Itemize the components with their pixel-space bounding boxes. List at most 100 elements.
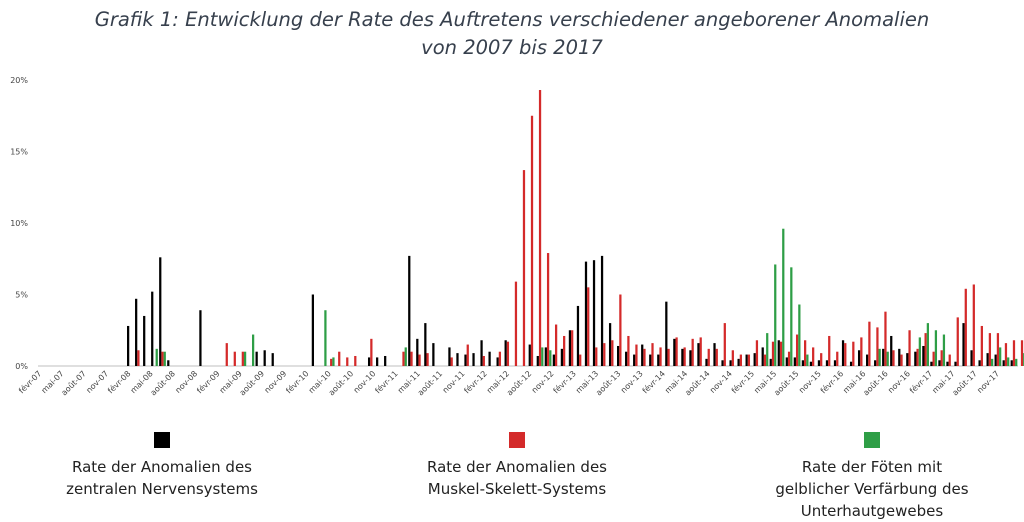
bar-series-1	[964, 288, 967, 366]
bar-series-1	[1020, 340, 1024, 366]
bar-series-1	[619, 294, 622, 366]
legend-item-yellow-fetus: Rate der Föten mit gelblicher Verfärbung…	[732, 432, 1012, 522]
x-tick-label: nov-14	[708, 369, 734, 395]
bar-series-1	[828, 335, 831, 366]
x-tick-label: août-13	[594, 369, 622, 397]
bar-series-0	[898, 348, 901, 366]
x-tick-label: févr-14	[640, 368, 667, 395]
bar-series-2	[251, 334, 255, 366]
bar-series-1	[554, 324, 558, 366]
bar-series-1	[852, 341, 855, 366]
bar-series-1	[330, 358, 333, 366]
bar-series-0	[617, 345, 620, 366]
bar-series-0	[456, 353, 459, 366]
bar-series-1	[707, 348, 710, 366]
bar-series-1	[233, 351, 236, 366]
y-tick-label: 10%	[10, 219, 28, 228]
bar-series-2	[155, 348, 158, 366]
bar-series-1	[884, 311, 887, 366]
x-tick-label: févr-08	[105, 368, 132, 395]
bar-series-0	[496, 357, 499, 366]
x-tick-label: août-11	[416, 369, 444, 397]
bar-series-1	[836, 351, 839, 366]
x-tick-label: févr-11	[373, 368, 400, 395]
x-tick-label: août-16	[861, 369, 889, 397]
bar-series-2	[774, 264, 777, 366]
bar-series-1	[538, 90, 542, 366]
bar-series-1	[514, 281, 518, 366]
bar-series-0	[536, 355, 539, 366]
bar-series-2	[926, 323, 929, 366]
bar-series-0	[199, 310, 202, 366]
bar-series-0	[592, 260, 596, 366]
bar-series-1	[137, 350, 140, 366]
chart-plot: 0%5%10%15%20%févr-07mai-07août-07nov-07f…	[10, 76, 1024, 397]
x-tick-label: nov-15	[797, 369, 823, 395]
x-tick-label: févr-13	[551, 368, 578, 395]
chart-title-line1: Grafik 1: Entwicklung der Rate des Auftr…	[94, 8, 930, 31]
bar-series-1	[860, 337, 863, 366]
bar-series-1	[844, 343, 847, 366]
bar-series-0	[600, 255, 604, 366]
bar-series-1	[980, 325, 983, 366]
bar-series-0	[135, 298, 138, 366]
bar-series-0	[962, 323, 965, 366]
x-tick-label: nov-08	[173, 369, 199, 395]
bar-series-0	[809, 361, 813, 366]
bar-series-2	[1007, 357, 1010, 366]
bar-series-1	[418, 354, 421, 366]
x-tick-label: févr-17	[907, 368, 934, 395]
bar-series-1	[940, 350, 943, 366]
bar-series-1	[739, 354, 742, 366]
legend-label-cns: Rate der Anomalien des zentralen Nervens…	[66, 458, 258, 498]
bar-series-2	[790, 267, 793, 366]
bar-series-1	[876, 327, 879, 366]
bar-series-0	[793, 357, 796, 366]
x-tick-label: août-17	[951, 369, 979, 397]
bar-series-0	[464, 354, 467, 366]
x-tick-label: août-15	[772, 369, 800, 397]
bar-series-0	[882, 348, 885, 366]
bar-series-2	[878, 348, 881, 366]
y-tick-label: 15%	[10, 148, 28, 157]
bar-series-1	[426, 353, 429, 366]
bar-series-2	[332, 357, 335, 366]
bar-series-0	[994, 354, 997, 366]
x-tick-label: nov-13	[619, 369, 645, 395]
bar-series-0	[560, 348, 564, 366]
bar-series-0	[946, 361, 949, 366]
x-tick-label: nov-11	[441, 369, 467, 395]
bar-series-1	[812, 347, 815, 366]
bar-series-1	[410, 351, 413, 366]
bar-series-0	[866, 354, 869, 366]
bar-series-0	[311, 294, 315, 366]
bar-series-2	[549, 350, 552, 366]
bar-series-2	[886, 351, 889, 366]
x-tick-label: août-09	[238, 369, 266, 397]
bar-series-0	[528, 344, 531, 366]
x-tick-label: nov-10	[352, 369, 378, 395]
bar-series-0	[608, 323, 612, 366]
bar-series-0	[367, 357, 371, 366]
bar-series-1	[450, 357, 453, 366]
bar-series-0	[906, 353, 909, 366]
y-tick-label: 20%	[10, 76, 28, 85]
bar-series-1	[667, 348, 670, 366]
bar-series-1	[498, 351, 502, 366]
bar-series-0	[384, 355, 387, 366]
bar-series-0	[127, 325, 130, 366]
bar-series-1	[932, 351, 935, 366]
x-tick-label: févr-07	[16, 368, 43, 395]
bar-series-0	[729, 360, 732, 366]
bar-series-2	[324, 310, 327, 366]
x-tick-label: févr-16	[818, 368, 845, 395]
bar-series-0	[777, 340, 780, 366]
bar-series-0	[1010, 360, 1013, 366]
bar-series-1	[723, 323, 726, 366]
bar-series-0	[681, 348, 684, 366]
bar-series-2	[782, 228, 785, 366]
bar-series-0	[552, 354, 555, 366]
bar-series-1	[972, 284, 975, 366]
bar-series-0	[673, 338, 676, 366]
bar-series-0	[376, 357, 379, 366]
